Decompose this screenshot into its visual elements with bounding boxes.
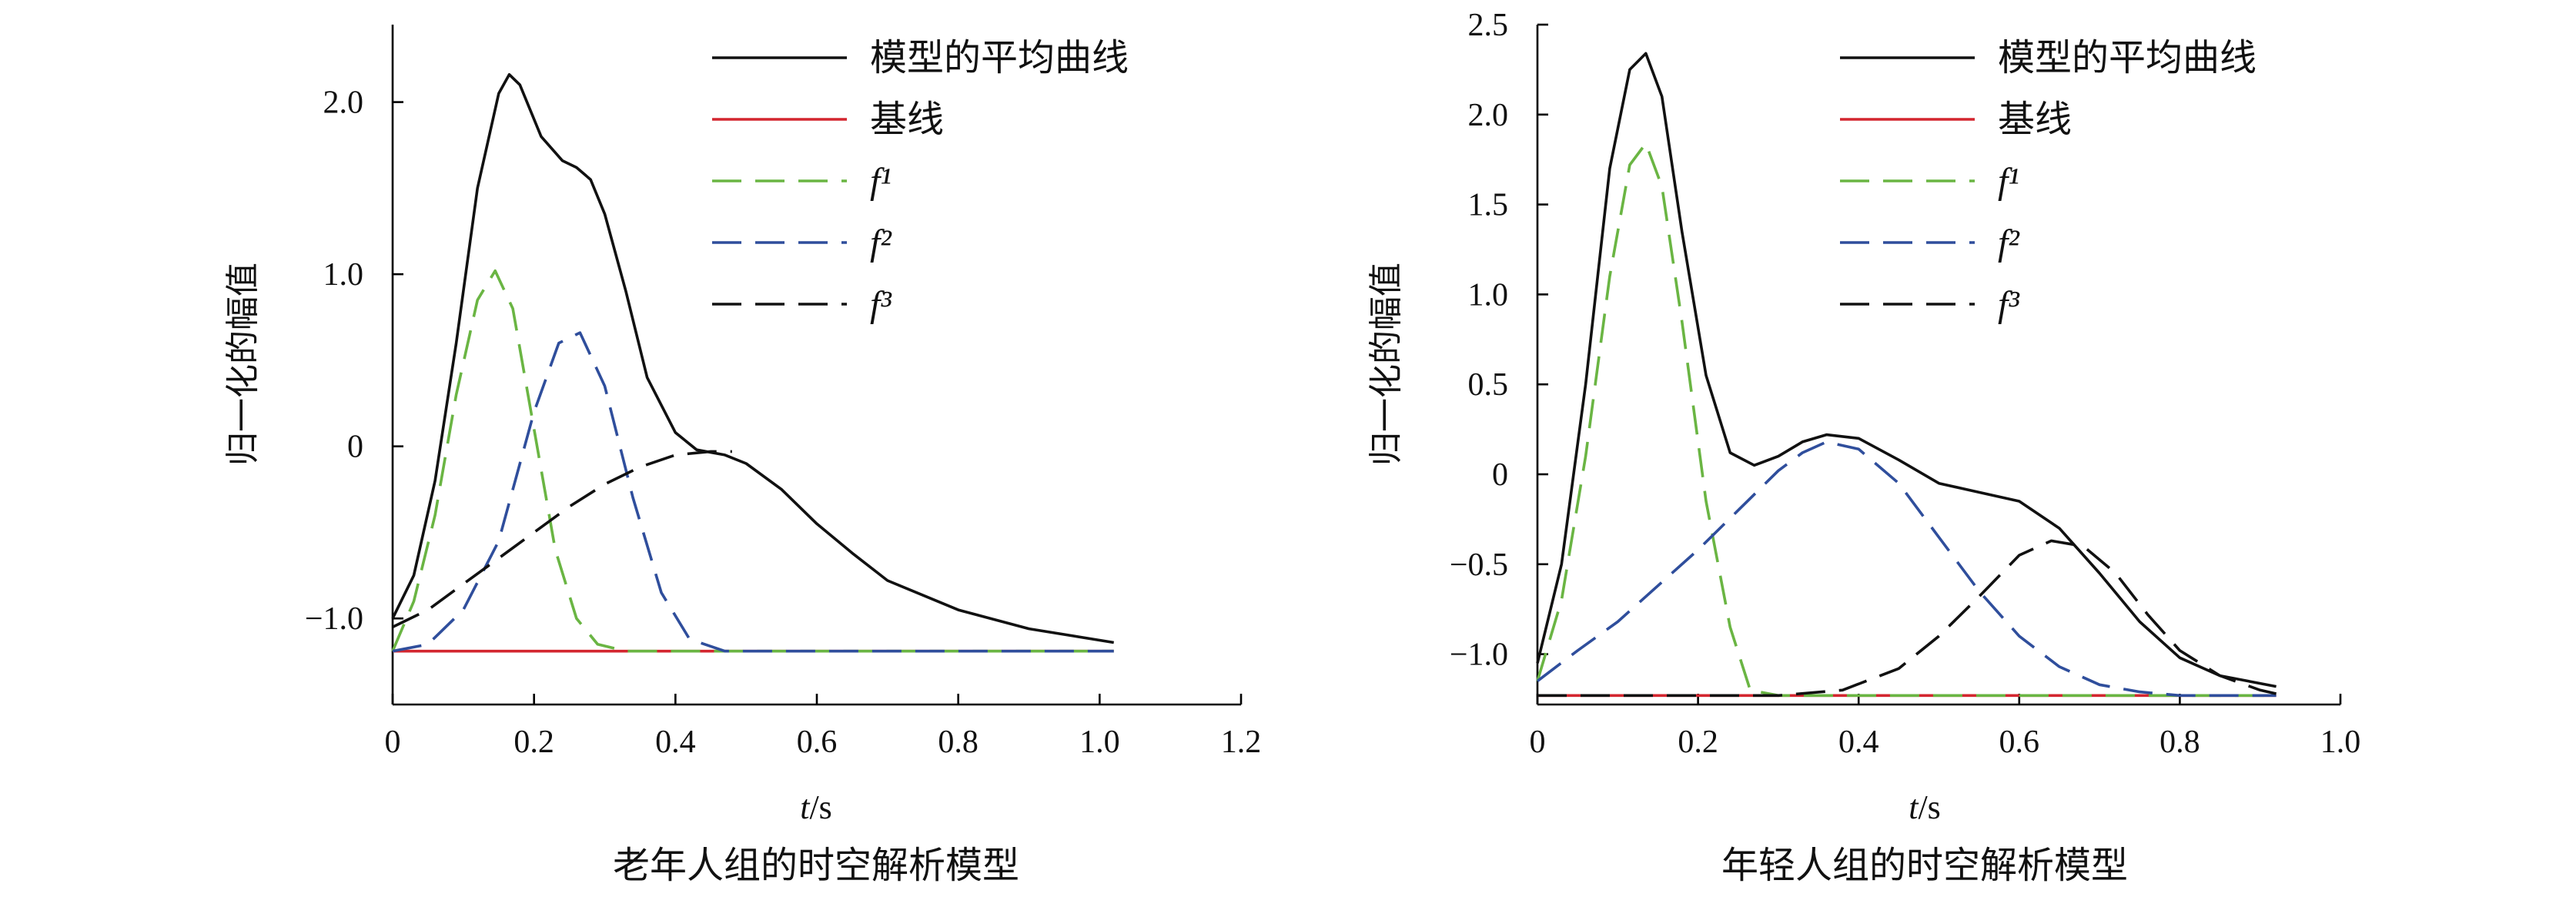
x-tick-label: 1.2: [1221, 725, 1262, 760]
legend-label: 基线: [870, 99, 944, 140]
x-axis-var: t: [1909, 788, 1919, 826]
x-tick-label: 1.0: [1079, 725, 1120, 760]
x-axis-unit: /s: [809, 788, 831, 826]
y-tick-label: 2.0: [323, 85, 364, 121]
legend-label: f¹: [870, 161, 892, 202]
y-tick-label: 1.0: [1468, 277, 1509, 313]
series-line-1: [1536, 52, 2277, 688]
legend-label: f²: [1998, 223, 2020, 263]
legend-label: 模型的平均曲线: [1998, 38, 2257, 79]
x-tick-label: 0.4: [655, 725, 696, 760]
series-line-3: [391, 269, 1114, 653]
x-tick-label: 0: [385, 725, 401, 760]
legend-label: f¹: [1998, 161, 2019, 202]
series-line-4: [1536, 440, 2277, 698]
chart-caption: 年轻人组的时空解析模型: [1721, 845, 2128, 886]
legend-label: f²: [870, 223, 892, 263]
series-line-4: [392, 331, 1114, 653]
legend-label: 基线: [1998, 99, 2072, 140]
y-tick-label: 0: [347, 430, 363, 465]
legend-label: f³: [870, 284, 892, 325]
x-tick-label: 0.8: [2159, 725, 2200, 760]
legend-label: f³: [1998, 284, 2019, 325]
series-line-1: [391, 73, 1114, 644]
y-tick-label: −1.0: [1450, 638, 1508, 673]
x-tick-label: 0: [1530, 725, 1546, 760]
x-tick-label: 0.2: [1678, 725, 1718, 760]
y-tick-label: −1.0: [305, 601, 363, 637]
y-axis-title: 归一化的幅值: [1367, 263, 1405, 466]
x-axis-title: t/s: [800, 788, 832, 826]
series-line-3: [1536, 142, 2277, 698]
x-tick-label: 0.2: [514, 725, 554, 760]
y-tick-label: 1.5: [1468, 188, 1509, 223]
x-axis-title: t/s: [1909, 788, 1941, 826]
legend-label: 模型的平均曲线: [870, 38, 1129, 79]
y-tick-label: 2.0: [1468, 98, 1509, 133]
y-tick-label: 0: [1492, 457, 1508, 493]
x-axis-var: t: [800, 788, 811, 826]
x-tick-label: 0.4: [1838, 725, 1879, 760]
y-tick-label: 1.0: [323, 257, 364, 293]
x-tick-label: 1.0: [2320, 725, 2361, 760]
y-tick-label: 2.5: [1468, 8, 1509, 43]
x-tick-label: 0.8: [938, 725, 979, 760]
y-axis-title: 归一化的幅值: [224, 263, 262, 466]
x-tick-label: 0.6: [1999, 725, 2040, 760]
series-line-5: [1537, 539, 2277, 698]
chart-panel-2: 0 0.2 0.4 0.6 0.8 1.0 −1.0 −0.5 0 0.5 1.0 1.5 2.0 2.5…: [1367, 8, 2360, 886]
series-line-5: [392, 450, 732, 629]
y-tick-label: 0.5: [1468, 367, 1509, 403]
y-tick-label: −0.5: [1450, 547, 1508, 583]
x-axis-unit: /s: [1918, 788, 1940, 826]
x-tick-label: 0.6: [797, 725, 838, 760]
chart-caption: 老年人组的时空解析模型: [613, 845, 1019, 886]
